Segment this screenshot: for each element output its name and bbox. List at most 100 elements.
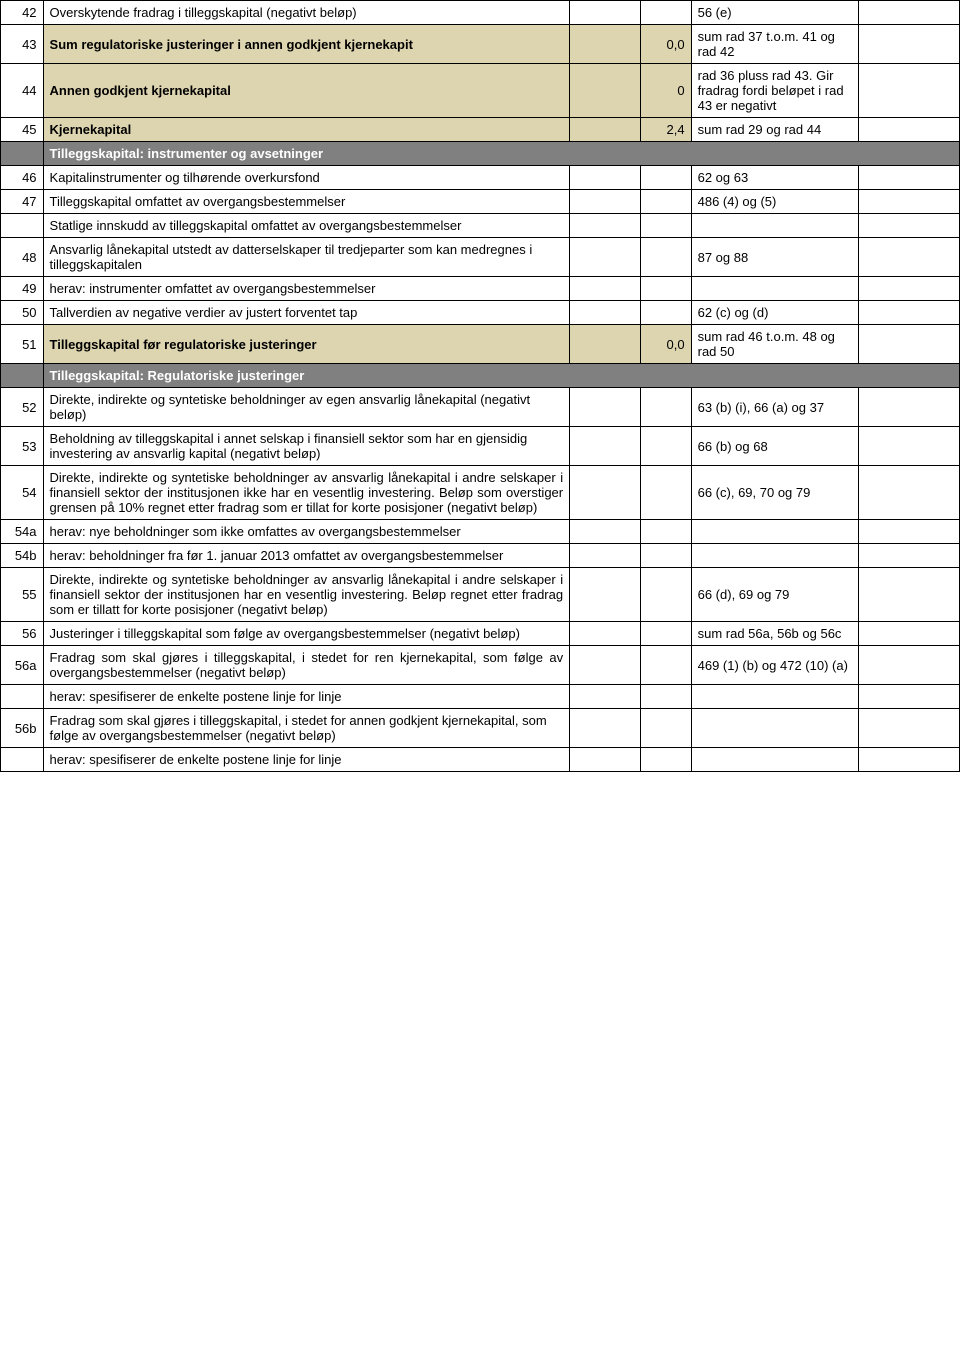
section-title: Tilleggskapital: Regulatoriske justering… <box>43 364 959 388</box>
row-number <box>1 748 44 772</box>
row-reference: 63 (b) (i), 66 (a) og 37 <box>691 388 858 427</box>
row-value-2 <box>640 214 691 238</box>
row-description: Justeringer i tilleggskapital som følge … <box>43 622 570 646</box>
row-value-2 <box>640 622 691 646</box>
table-row: 45Kjernekapital2,4sum rad 29 og rad 44 <box>1 118 960 142</box>
row-description: herav: spesifiserer de enkelte postene l… <box>43 748 570 772</box>
row-value-2 <box>640 646 691 685</box>
row-description: Overskytende fradrag i tilleggskapital (… <box>43 1 570 25</box>
row-description: Sum regulatoriske justeringer i annen go… <box>43 25 570 64</box>
table-row: 48Ansvarlig lånekapital utstedt av datte… <box>1 238 960 277</box>
table-row: 56bFradrag som skal gjøres i tilleggskap… <box>1 709 960 748</box>
row-value-2: 0,0 <box>640 325 691 364</box>
row-extra <box>858 388 959 427</box>
row-reference: rad 36 pluss rad 43. Gir fradrag fordi b… <box>691 64 858 118</box>
row-reference <box>691 748 858 772</box>
row-extra <box>858 685 959 709</box>
row-number: 56a <box>1 646 44 685</box>
row-number: 42 <box>1 1 44 25</box>
row-extra <box>858 214 959 238</box>
row-value-1 <box>570 388 641 427</box>
row-reference <box>691 277 858 301</box>
row-value-2 <box>640 520 691 544</box>
row-value-1 <box>570 427 641 466</box>
row-value-1 <box>570 709 641 748</box>
table-row: 53Beholdning av tilleggskapital i annet … <box>1 427 960 466</box>
row-number: 55 <box>1 568 44 622</box>
row-reference: 66 (d), 69 og 79 <box>691 568 858 622</box>
row-reference: sum rad 37 t.o.m. 41 og rad 42 <box>691 25 858 64</box>
row-description: Tilleggskapital før regulatoriske juster… <box>43 325 570 364</box>
row-value-2 <box>640 190 691 214</box>
row-number: 49 <box>1 277 44 301</box>
row-reference: sum rad 46 t.o.m. 48 og rad 50 <box>691 325 858 364</box>
row-extra <box>858 166 959 190</box>
row-value-2 <box>640 709 691 748</box>
row-extra <box>858 427 959 466</box>
row-number: 53 <box>1 427 44 466</box>
row-number: 45 <box>1 118 44 142</box>
row-number: 48 <box>1 238 44 277</box>
row-extra <box>858 277 959 301</box>
section-header: Tilleggskapital: Regulatoriske justering… <box>1 364 960 388</box>
row-description: Statlige innskudd av tilleggskapital omf… <box>43 214 570 238</box>
row-value-2 <box>640 388 691 427</box>
row-extra <box>858 64 959 118</box>
section-lead <box>1 364 44 388</box>
row-value-2 <box>640 748 691 772</box>
row-value-1 <box>570 622 641 646</box>
row-extra <box>858 1 959 25</box>
table-row: 50Tallverdien av negative verdier av jus… <box>1 301 960 325</box>
table-row: herav: spesifiserer de enkelte postene l… <box>1 748 960 772</box>
row-number: 54b <box>1 544 44 568</box>
table-row: 55Direkte, indirekte og syntetiske behol… <box>1 568 960 622</box>
row-extra <box>858 748 959 772</box>
row-description: Kjernekapital <box>43 118 570 142</box>
row-value-2 <box>640 238 691 277</box>
row-description: Tilleggskapital omfattet av overgangsbes… <box>43 190 570 214</box>
row-reference: 486 (4) og (5) <box>691 190 858 214</box>
table-row: 56aFradrag som skal gjøres i tilleggskap… <box>1 646 960 685</box>
row-value-2: 0 <box>640 64 691 118</box>
row-reference <box>691 520 858 544</box>
row-reference: sum rad 56a, 56b og 56c <box>691 622 858 646</box>
row-number: 56b <box>1 709 44 748</box>
table-row: 51Tilleggskapital før regulatoriske just… <box>1 325 960 364</box>
row-description: Direkte, indirekte og syntetiske beholdn… <box>43 466 570 520</box>
row-number: 54a <box>1 520 44 544</box>
row-value-1 <box>570 118 641 142</box>
table-row: 49herav: instrumenter omfattet av overga… <box>1 277 960 301</box>
row-number: 47 <box>1 190 44 214</box>
row-description: herav: nye beholdninger som ikke omfatte… <box>43 520 570 544</box>
row-value-1 <box>570 64 641 118</box>
table-row: 54aherav: nye beholdninger som ikke omfa… <box>1 520 960 544</box>
row-value-1 <box>570 25 641 64</box>
table-row: 52Direkte, indirekte og syntetiske behol… <box>1 388 960 427</box>
section-lead <box>1 142 44 166</box>
row-value-1 <box>570 301 641 325</box>
row-value-1 <box>570 520 641 544</box>
row-value-2 <box>640 466 691 520</box>
row-extra <box>858 544 959 568</box>
row-description: herav: beholdninger fra før 1. januar 20… <box>43 544 570 568</box>
section-title: Tilleggskapital: instrumenter og avsetni… <box>43 142 959 166</box>
table-row: 54Direkte, indirekte og syntetiske behol… <box>1 466 960 520</box>
row-value-1 <box>570 646 641 685</box>
row-reference: 469 (1) (b) og 472 (10) (a) <box>691 646 858 685</box>
row-value-1 <box>570 238 641 277</box>
row-value-2: 0,0 <box>640 25 691 64</box>
table-row: 43Sum regulatoriske justeringer i annen … <box>1 25 960 64</box>
row-value-2 <box>640 277 691 301</box>
row-number <box>1 214 44 238</box>
row-extra <box>858 568 959 622</box>
row-extra <box>858 118 959 142</box>
row-reference <box>691 685 858 709</box>
row-reference: 66 (c), 69, 70 og 79 <box>691 466 858 520</box>
row-description: Ansvarlig lånekapital utstedt av datters… <box>43 238 570 277</box>
row-description: Tallverdien av negative verdier av juste… <box>43 301 570 325</box>
row-value-2 <box>640 166 691 190</box>
table-row: 54bherav: beholdninger fra før 1. januar… <box>1 544 960 568</box>
row-extra <box>858 466 959 520</box>
row-value-1 <box>570 190 641 214</box>
row-extra <box>858 301 959 325</box>
